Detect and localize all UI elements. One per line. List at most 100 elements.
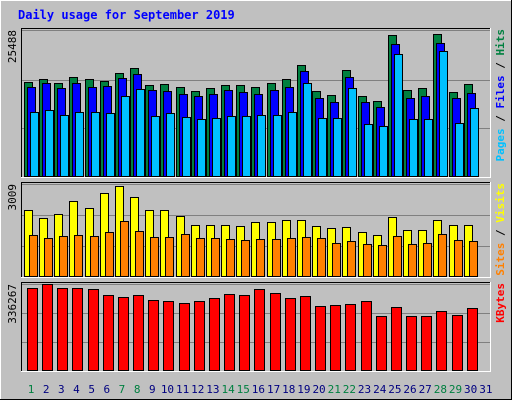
bar-kbytes-day-13: [209, 298, 220, 371]
x-axis-label-day-23: 23: [358, 383, 371, 396]
bar-pages-day-12: [197, 119, 206, 177]
bar-pages-day-23: [364, 124, 373, 177]
bar-kbytes-day-6: [103, 295, 114, 371]
bar-kbytes-day-17: [270, 293, 281, 371]
bar-pages-day-5: [91, 112, 100, 177]
bar-kbytes-day-25: [391, 307, 402, 371]
x-axis-label-day-5: 5: [88, 383, 95, 396]
bar-pages-day-26: [409, 119, 418, 177]
bar-sites-day-19: [302, 237, 311, 277]
bar-kbytes-day-7: [118, 297, 129, 371]
bar-sites-day-30: [469, 241, 478, 277]
bar-kbytes-day-3: [57, 288, 68, 371]
bar-pages-day-27: [424, 119, 433, 177]
bar-kbytes-day-16: [254, 289, 265, 371]
x-axis-label-day-10: 10: [161, 383, 174, 396]
bar-kbytes-day-11: [179, 303, 190, 371]
x-axis-label-day-28: 28: [434, 383, 447, 396]
x-axis-label-day-2: 2: [43, 383, 50, 396]
bar-sites-day-22: [347, 241, 356, 277]
bar-sites-day-23: [363, 244, 372, 277]
bar-pages-day-25: [394, 54, 403, 177]
bar-pages-day-8: [136, 89, 145, 177]
bar-sites-day-18: [287, 238, 296, 277]
bar-sites-day-26: [408, 244, 417, 277]
bar-sites-day-3: [59, 236, 68, 277]
bar-pages-day-7: [121, 96, 130, 177]
bar-kbytes-day-28: [436, 311, 447, 371]
bar-pages-day-20: [318, 118, 327, 177]
bar-pages-day-15: [242, 116, 251, 177]
bar-kbytes-day-19: [300, 296, 311, 371]
x-axis-label-day-18: 18: [282, 383, 295, 396]
bar-kbytes-day-24: [376, 316, 387, 371]
x-axis-label-day-29: 29: [449, 383, 462, 396]
y-max-label: 25488: [6, 30, 19, 63]
bar-sites-day-24: [378, 245, 387, 277]
legend-hits: Hits: [494, 29, 507, 56]
x-axis-label-day-31: 31: [479, 383, 492, 396]
bar-kbytes-day-22: [345, 304, 356, 371]
bar-pages-day-14: [227, 116, 236, 177]
x-axis-label-day-30: 30: [464, 383, 477, 396]
legend-pages: Pages: [494, 128, 507, 161]
bar-pages-day-6: [106, 113, 115, 177]
bar-pages-day-2: [45, 110, 54, 177]
bar-sites-day-15: [241, 240, 250, 277]
bar-kbytes-day-26: [406, 316, 417, 371]
bar-pages-day-30: [470, 108, 479, 177]
bar-sites-day-7: [120, 221, 129, 277]
x-axis-label-day-4: 4: [73, 383, 80, 396]
bar-sites-day-2: [44, 238, 53, 277]
bar-kbytes-day-29: [452, 315, 463, 371]
bar-pages-day-18: [288, 112, 297, 177]
bar-kbytes-day-23: [361, 301, 372, 371]
bar-kbytes-day-2: [42, 284, 53, 371]
bar-pages-day-3: [60, 115, 69, 177]
legend-separator: /: [494, 109, 507, 129]
y-max-label: 3009: [6, 184, 19, 211]
bar-sites-day-29: [454, 240, 463, 277]
bar-sites-day-20: [317, 238, 326, 277]
x-axis-label-day-25: 25: [388, 383, 401, 396]
bar-pages-day-24: [379, 126, 388, 177]
bar-kbytes-day-5: [88, 289, 99, 371]
x-axis-label-day-12: 12: [191, 383, 204, 396]
x-axis-label-day-22: 22: [343, 383, 356, 396]
bar-sites-day-27: [423, 243, 432, 277]
bar-sites-day-13: [211, 238, 220, 277]
bar-pages-day-29: [455, 123, 464, 177]
bar-pages-day-10: [166, 113, 175, 177]
bar-kbytes-day-18: [285, 298, 296, 371]
legend-visits: Visits: [494, 183, 507, 223]
bar-kbytes-day-20: [315, 306, 326, 371]
bar-kbytes-day-30: [467, 308, 478, 371]
x-axis-label-day-16: 16: [252, 383, 265, 396]
x-axis-label-day-17: 17: [267, 383, 280, 396]
bar-sites-day-1: [29, 235, 38, 277]
bar-pages-day-19: [303, 83, 312, 177]
x-axis-labels: 1 2 3 4 5 6 7 8 9 10 11 12 13 14 15 16 17 18 19 20 21 22 23 24 2…: [28, 383, 493, 396]
bar-pages-day-21: [333, 118, 342, 177]
bar-pages-day-28: [439, 51, 448, 177]
bar-kbytes-day-27: [421, 316, 432, 371]
bar-pages-day-4: [75, 112, 84, 177]
x-axis-label-day-20: 20: [312, 383, 325, 396]
x-axis-label-day-13: 13: [206, 383, 219, 396]
bar-sites-day-12: [196, 238, 205, 277]
legend-files: Files: [494, 75, 507, 108]
bar-kbytes-day-14: [224, 294, 235, 371]
x-axis-label-day-6: 6: [103, 383, 110, 396]
panel-kbytes: 336267 KBytes: [6, 282, 507, 372]
legend: KBytes: [494, 283, 507, 323]
legend: Sites / Visits: [494, 183, 507, 276]
legend-separator: /: [494, 223, 507, 243]
x-axis-label-day-19: 19: [297, 383, 310, 396]
bar-pages-day-1: [30, 112, 39, 177]
x-axis-label-day-21: 21: [328, 383, 341, 396]
bar-sites-day-28: [438, 234, 447, 277]
bar-kbytes-day-4: [72, 288, 83, 371]
panel-hits-files-pages: 25488 Pages / Files / Hits: [6, 28, 507, 178]
bar-sites-day-17: [272, 239, 281, 277]
